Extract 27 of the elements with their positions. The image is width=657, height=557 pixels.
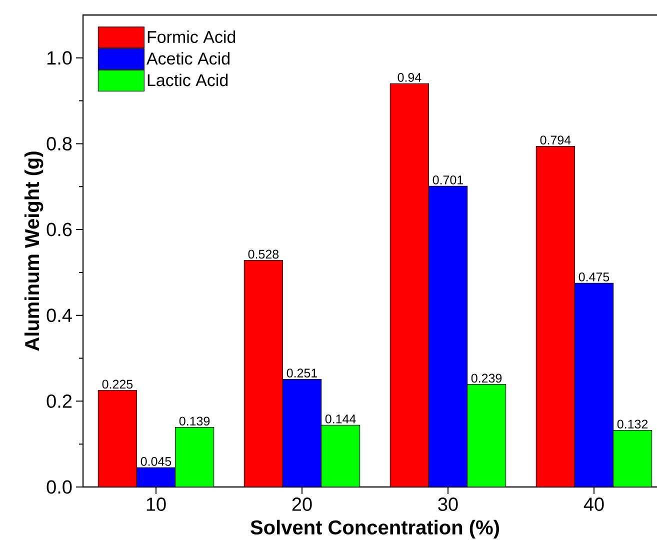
x-axis-title: Solvent Concentration (%) [250,520,499,538]
y-axis-title: Aluminum Weight (g) [24,152,44,351]
data-label: 0.251 [286,368,318,378]
x-tick-label: 40 [584,498,604,511]
data-label: 0.94 [398,73,422,82]
data-label: 0.794 [540,136,571,144]
y-tick-label: 0.4 [46,308,72,322]
data-label: 0.701 [432,176,464,184]
y-tick-label: 0.0 [46,480,72,494]
y-tick-label: 0.2 [46,394,72,408]
y-tick-label: 1.0 [48,51,72,65]
legend-label: Lactic Acid [148,74,228,86]
data-label: 0.239 [471,374,502,383]
data-label: 0.139 [179,416,210,426]
data-label: 0.528 [248,250,279,259]
data-label: 0.144 [325,414,356,424]
y-tick-label: 0.8 [46,136,72,150]
x-tick-label: 10 [146,498,166,511]
x-tick-label: 30 [438,498,458,511]
data-label: 0.045 [140,457,172,466]
data-label: 0.475 [578,272,610,282]
x-tick-label: 20 [292,498,312,511]
data-label: 0.132 [617,420,648,429]
legend-label: Formic Acid [148,30,236,44]
data-label: 0.225 [102,380,133,389]
legend-label: Acetic Acid [146,52,230,65]
y-tick-label: 0.6 [46,222,72,236]
